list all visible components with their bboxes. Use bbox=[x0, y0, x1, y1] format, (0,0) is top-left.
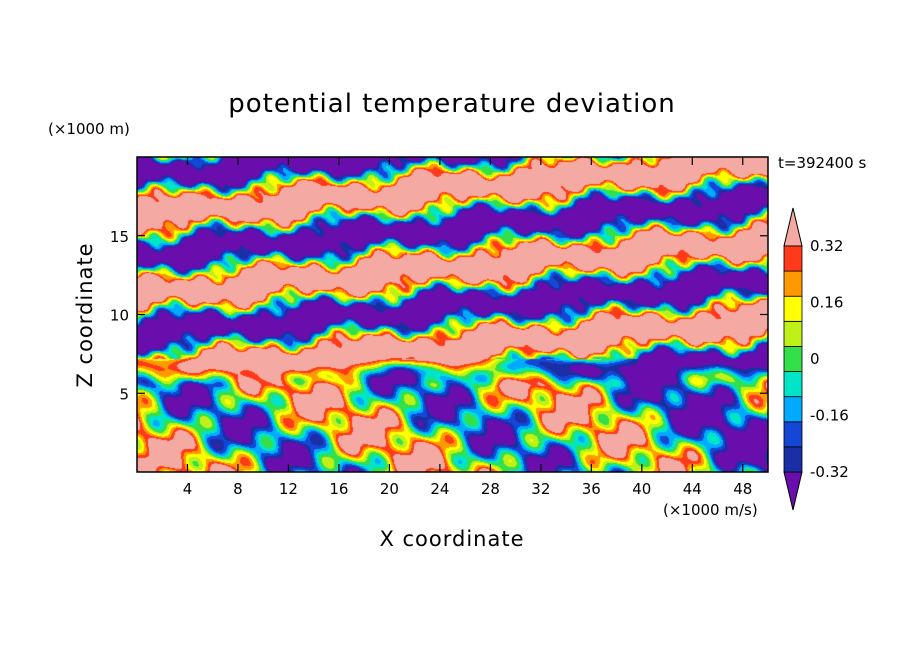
colorbar-segment bbox=[783, 396, 803, 423]
x-tick-label: 24 bbox=[430, 480, 449, 498]
colorbar-segment bbox=[783, 320, 803, 347]
colorbar-segment bbox=[783, 270, 803, 297]
x-tick-label: 12 bbox=[279, 480, 298, 498]
y-tick-label: 5 bbox=[119, 385, 129, 403]
colorbar-label: -0.32 bbox=[810, 463, 849, 481]
colorbar: 0.32 0.16 0 -0.16 -0.32 bbox=[783, 207, 849, 511]
colorbar-label: 0 bbox=[810, 350, 820, 368]
x-axis-label: X coordinate bbox=[379, 527, 524, 551]
colorbar-segment bbox=[783, 245, 803, 272]
y-axis-unit: (×1000 m) bbox=[48, 120, 130, 138]
x-tick-label: 36 bbox=[582, 480, 601, 498]
y-tick-label: 15 bbox=[110, 228, 129, 246]
x-tick-label: 20 bbox=[380, 480, 399, 498]
colorbar-label: -0.16 bbox=[810, 407, 849, 425]
x-tick-label: 48 bbox=[733, 480, 752, 498]
colorbar-segment bbox=[783, 346, 803, 372]
colorbar-segment bbox=[783, 371, 803, 398]
x-tick-label: 28 bbox=[481, 480, 500, 498]
x-tick-label: 16 bbox=[329, 480, 348, 498]
colorbar-segment bbox=[783, 295, 803, 322]
time-label: t=392400 s bbox=[778, 154, 866, 172]
y-tick-label: 10 bbox=[110, 307, 129, 325]
x-tick-label: 8 bbox=[233, 480, 243, 498]
colorbar-label: 0.32 bbox=[810, 237, 843, 255]
plot-area bbox=[136, 156, 769, 473]
x-tick-label: 4 bbox=[183, 480, 193, 498]
colorbar-extend-bottom bbox=[783, 471, 803, 511]
x-tick-label: 44 bbox=[683, 480, 702, 498]
field-heatmap bbox=[137, 157, 768, 472]
x-tick-label: 40 bbox=[632, 480, 651, 498]
colorbar-segment bbox=[783, 446, 803, 473]
colorbar-label: 0.16 bbox=[810, 294, 843, 312]
x-axis-unit: (×1000 m/s) bbox=[663, 501, 758, 519]
colorbar-extend-top bbox=[783, 207, 803, 247]
y-axis-label: Z coordinate bbox=[73, 242, 97, 387]
colorbar-segment bbox=[783, 421, 803, 448]
x-tick-label: 32 bbox=[531, 480, 550, 498]
chart-title: potential temperature deviation bbox=[228, 89, 675, 119]
